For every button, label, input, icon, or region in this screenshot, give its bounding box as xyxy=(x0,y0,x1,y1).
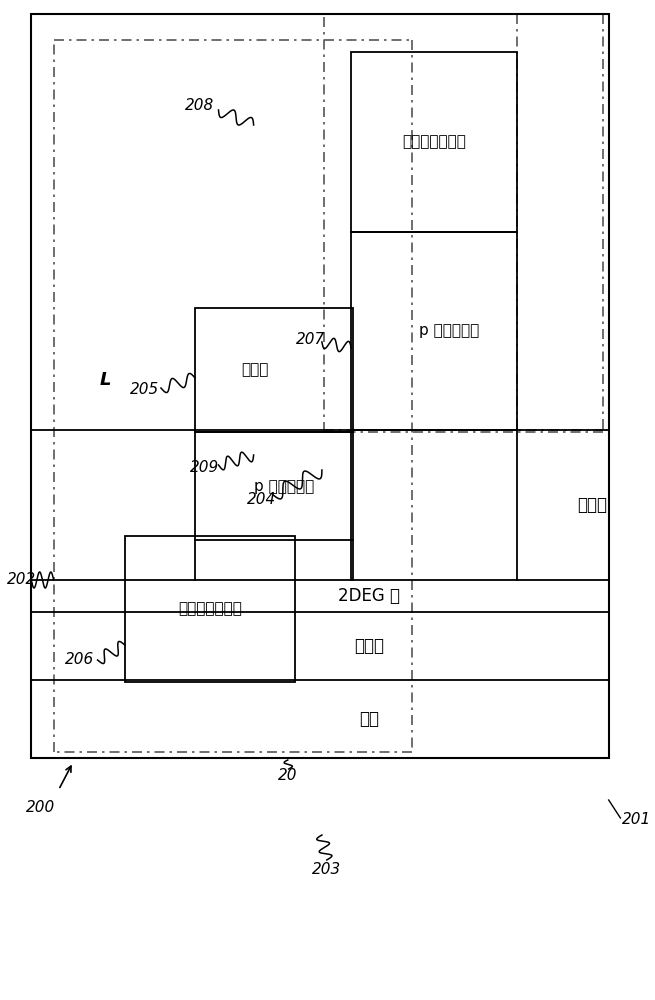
Text: 203: 203 xyxy=(312,862,341,878)
Bar xyxy=(351,52,517,232)
Text: p 型半导体层: p 型半导体层 xyxy=(253,479,314,493)
Text: 缓冲层: 缓冲层 xyxy=(354,637,384,655)
Bar xyxy=(195,432,353,540)
Text: 202: 202 xyxy=(7,572,36,587)
Text: 2DEG 层: 2DEG 层 xyxy=(338,587,400,605)
Text: 200: 200 xyxy=(26,800,56,816)
Text: 栊极层: 栊极层 xyxy=(241,362,269,377)
Text: 204: 204 xyxy=(247,492,276,508)
Text: 阻障层: 阻障层 xyxy=(577,496,607,514)
Text: 205: 205 xyxy=(130,382,159,397)
Text: L: L xyxy=(100,371,111,389)
Text: 207: 207 xyxy=(295,332,325,348)
Text: 20: 20 xyxy=(278,768,297,784)
Text: 208: 208 xyxy=(185,98,215,112)
Text: 201: 201 xyxy=(622,812,652,828)
Bar xyxy=(195,308,353,432)
Text: 基板: 基板 xyxy=(359,710,379,728)
Bar xyxy=(31,14,608,758)
Text: 206: 206 xyxy=(66,652,94,668)
Text: p 型半导体层: p 型半导体层 xyxy=(419,324,479,338)
Bar xyxy=(125,536,295,682)
Bar xyxy=(351,232,517,430)
Text: 源极欧姆接触层: 源极欧姆接触层 xyxy=(178,601,242,616)
Text: 209: 209 xyxy=(190,460,219,476)
Text: 漏极欧姆接触层: 漏极欧姆接触层 xyxy=(402,134,466,149)
